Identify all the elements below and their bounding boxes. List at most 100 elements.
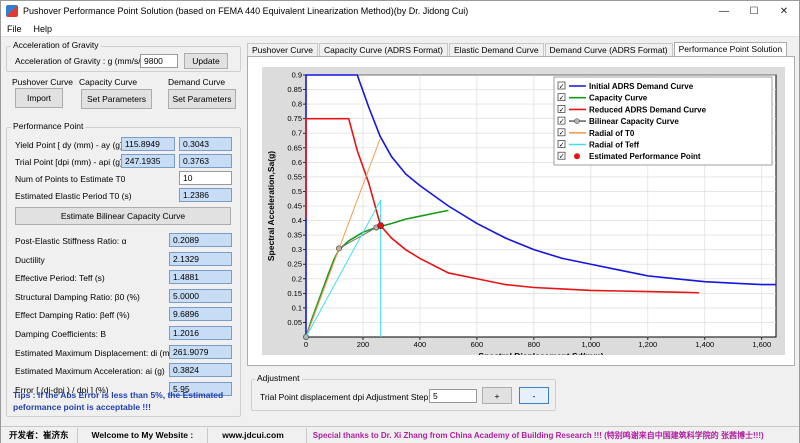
capacity-set-parameters-button[interactable]: Set Parameters: [81, 89, 152, 109]
chart-area: 0 200 400 600 800 1,000 1,200 1,400 1,600 0.05 0.1…: [262, 67, 785, 361]
gravity-group: [6, 46, 241, 72]
x-tick-label: 800: [528, 340, 541, 349]
result-value-field[interactable]: 0.2089: [169, 233, 232, 247]
y-tick-label: 0.7: [292, 129, 302, 138]
y-tick-label: 0.85: [287, 85, 302, 94]
result-value-field[interactable]: 5.95: [169, 381, 232, 396]
yield-dy-field[interactable]: 115.8949: [121, 137, 175, 151]
x-tick-label: 1,200: [638, 340, 657, 349]
legend-checkbox: [557, 81, 566, 90]
legend-checkbox: [557, 93, 566, 102]
adjustment-group: [251, 379, 556, 411]
tab-bar: Pushover Curve Capacity Curve (ADRS Form…: [247, 42, 788, 58]
result-label: Estimated Maximum Acceleration: ai (g): [15, 366, 165, 377]
trial-dpi-field[interactable]: 247.1935: [121, 154, 175, 168]
performance-chart: 0 200 400 600 800 1,000 1,200 1,400 1,600 0.05 0.1…: [266, 71, 777, 361]
y-tick-label: 0.35: [287, 231, 302, 240]
x-tick-label: 600: [471, 340, 484, 349]
x-tick-label: 400: [414, 340, 427, 349]
series-line-capacity: [305, 209, 449, 338]
performance-point-marker: [377, 222, 384, 229]
result-label: Ductility: [15, 254, 45, 265]
maximize-button[interactable]: ☐: [749, 5, 759, 17]
import-button[interactable]: Import: [15, 88, 63, 108]
menu-help[interactable]: Help: [33, 23, 53, 34]
x-tick-label: 1,000: [581, 340, 600, 349]
y-tick-label: 0.8: [292, 100, 302, 109]
update-button[interactable]: Update: [184, 53, 228, 69]
demand-curve-label: Demand Curve: [168, 77, 226, 87]
result-label: Post-Elastic Stiffness Ratio: α: [15, 236, 127, 246]
result-label: Effect Damping Ratio: βeff (%): [15, 310, 130, 321]
status-website-link[interactable]: www.jdcui.com: [208, 427, 307, 443]
legend-entry: Estimated Performance Point: [589, 152, 701, 161]
minimize-button[interactable]: —: [719, 5, 729, 17]
y-tick-label: 0.5: [292, 187, 302, 196]
increase-step-button[interactable]: +: [482, 387, 512, 404]
tab-capacity-curve-adrs[interactable]: Capacity Curve (ADRS Format): [318, 43, 448, 57]
capacity-curve-label: Capacity Curve: [79, 77, 138, 87]
x-tick-label: 0: [304, 340, 308, 349]
yield-ay-field[interactable]: 0.3043: [179, 137, 232, 151]
result-value-field[interactable]: 9.6896: [169, 307, 232, 322]
decrease-step-button[interactable]: -: [519, 387, 549, 404]
performance-group: [6, 127, 241, 417]
estimate-bilinear-button[interactable]: Estimate Bilinear Capacity Curve: [15, 207, 231, 225]
title-bar: Pushover Performance Point Solution (bas…: [1, 1, 799, 21]
gravity-input[interactable]: 9800: [140, 54, 178, 68]
demand-set-parameters-button[interactable]: Set Parameters: [168, 89, 236, 109]
legend-swatch-perf_point: [574, 153, 580, 160]
result-value-field[interactable]: 261.9079: [169, 344, 232, 359]
result-value-field[interactable]: 1.4881: [169, 270, 232, 285]
y-tick-label: 0.45: [287, 202, 302, 211]
elastic-period-field[interactable]: 1.2386: [179, 188, 232, 202]
legend-entry: Bilinear Capacity Curve: [589, 117, 679, 126]
close-button[interactable]: ✕: [779, 5, 789, 17]
elastic-period-label: Estimated Elastic Period T0 (s): [15, 191, 132, 201]
y-tick-label: 0.3: [292, 245, 302, 254]
num-points-label: Num of Points to Estimate T0: [15, 174, 126, 184]
y-tick-label: 0.25: [287, 260, 302, 269]
y-tick-label: 0.1: [292, 303, 302, 312]
legend-checkbox: [557, 116, 566, 125]
num-points-input[interactable]: 10: [179, 171, 232, 185]
trial-api-field[interactable]: 0.3763: [179, 154, 232, 168]
tab-demand-curve-adrs[interactable]: Demand Curve (ADRS Format): [544, 43, 673, 57]
status-bar: 开发者：崔济东 Welcome to My Website : www.jdcu…: [1, 426, 799, 443]
legend-check-mark: ✓: [559, 154, 565, 161]
legend-marker-bilinear: [574, 118, 580, 124]
tab-pushover-curve[interactable]: Pushover Curve: [247, 43, 318, 57]
trial-point-label: Trial Point [dpi (mm) - api (g) ]: [15, 157, 128, 167]
legend-check-mark: ✓: [559, 83, 565, 90]
legend-checkbox: [557, 105, 566, 113]
legend-check-mark: ✓: [559, 107, 565, 114]
x-tick-label: 200: [357, 340, 370, 349]
y-tick-label: 0.15: [287, 289, 302, 298]
legend-checkbox: [557, 140, 566, 148]
result-label: Estimated Maximum Displacement: di (mm): [15, 347, 180, 358]
y-tick-label: 0.2: [292, 274, 302, 283]
series-line-reduced: [305, 117, 700, 294]
y-tick-label: 0.4: [292, 216, 302, 225]
adjustment-label: Trial Point displacement dpi Adjustment …: [260, 392, 451, 402]
result-value-field[interactable]: 0.3824: [169, 363, 232, 378]
result-value-field[interactable]: 1.2016: [169, 326, 232, 340]
status-developer: 开发者：崔济东: [1, 427, 78, 443]
legend-checkbox: [557, 151, 566, 160]
adjustment-step-input[interactable]: 5: [429, 389, 477, 403]
result-label: Structural Damping Ratio: β0 (%): [15, 291, 140, 302]
legend-box: [553, 76, 773, 166]
legend-check-mark: ✓: [559, 130, 565, 137]
legend-entry: Capacity Curve: [589, 94, 648, 103]
legend-entry: Initial ADRS Demand Curve: [589, 82, 694, 91]
y-tick-label: 0.65: [287, 143, 302, 152]
result-value-field[interactable]: 2.1329: [169, 251, 232, 266]
tab-performance-point-solution[interactable]: Performance Point Solution: [673, 42, 788, 58]
legend-entry: Radial of Teff: [589, 141, 639, 150]
result-label: Effective Period: Teff (s): [15, 273, 105, 284]
menu-file[interactable]: File: [7, 23, 22, 34]
y-axis-label: Spectral Acceleration,Sa(g): [266, 151, 276, 261]
x-tick-label: 1,600: [752, 340, 771, 349]
result-value-field[interactable]: 5.0000: [169, 288, 232, 303]
tab-elastic-demand-curve[interactable]: Elastic Demand Curve: [448, 43, 544, 57]
